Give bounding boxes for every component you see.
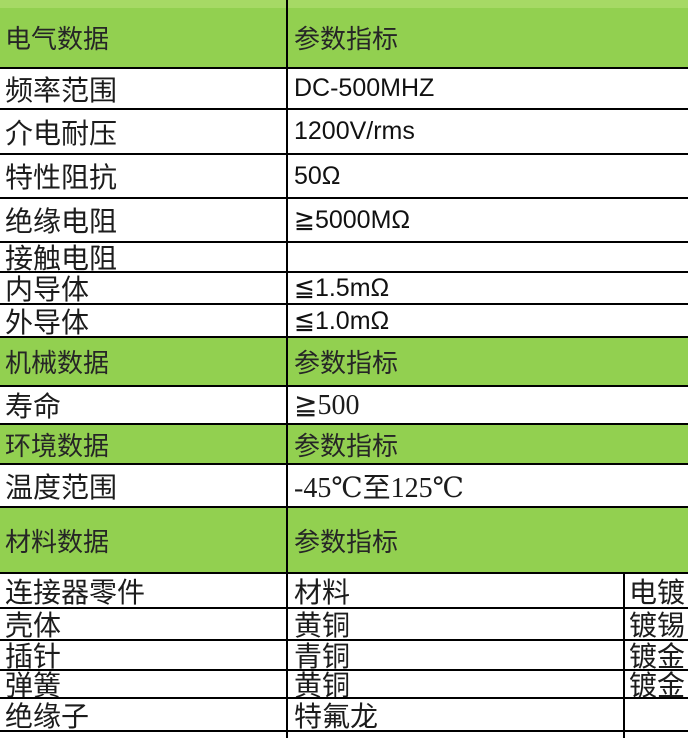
row-shell: 壳体 黄铜 镀锡 bbox=[0, 609, 688, 641]
section-title-cell: 电气数据 bbox=[0, 8, 288, 67]
bottom-strip-cell bbox=[0, 732, 288, 738]
value-cell bbox=[288, 243, 688, 271]
bottom-strip-row bbox=[0, 732, 688, 738]
value-cell: ≧500 bbox=[294, 390, 360, 421]
label-cell: 温度范围 bbox=[0, 465, 288, 506]
row-spring: 弹簧 黄铜 镀金 bbox=[0, 671, 688, 699]
material-cell: 青铜 bbox=[288, 641, 625, 669]
row-dielectric-withstand-voltage: 介电耐压 1200V/rms bbox=[0, 110, 688, 155]
section-title-cell: 环境数据 bbox=[0, 425, 288, 463]
value-cell: DC-500MHZ bbox=[294, 74, 435, 102]
label-cell: 绝缘电阻 bbox=[0, 199, 288, 241]
label-cell: 特性阻抗 bbox=[0, 155, 288, 197]
value-cell: -45℃至125℃ bbox=[294, 472, 464, 504]
section-param-header-cell: 参数指标 bbox=[294, 348, 399, 378]
top-strip-left-cell bbox=[0, 0, 288, 8]
section-row-material: 材料数据 参数指标 bbox=[0, 508, 688, 574]
material-cell: 材料 bbox=[288, 574, 625, 607]
bottom-strip-cell bbox=[288, 732, 625, 738]
value-cell: ≧5000MΩ bbox=[294, 206, 411, 234]
section-row-electrical: 电气数据 参数指标 bbox=[0, 8, 688, 69]
section-row-environment: 环境数据 参数指标 bbox=[0, 425, 688, 465]
row-inner-conductor: 内导体 ≦1.5mΩ bbox=[0, 273, 688, 305]
plating-cell bbox=[625, 699, 688, 730]
material-cell: 黄铜 bbox=[288, 609, 625, 639]
plating-cell: 电镀 bbox=[629, 577, 686, 608]
material-cell: 特氟龙 bbox=[288, 699, 625, 730]
value-cell: 1200V/rms bbox=[294, 117, 415, 145]
value-cell: ≦1.0mΩ bbox=[294, 306, 390, 335]
value-cell: 50Ω bbox=[294, 161, 341, 190]
plating-cell: 镀金 bbox=[629, 642, 686, 669]
label-cell: 连接器零件 bbox=[0, 574, 288, 607]
plating-cell: 镀金 bbox=[629, 671, 686, 697]
top-strip-row bbox=[0, 0, 688, 8]
top-strip-right-cell bbox=[288, 0, 688, 8]
label-cell: 插针 bbox=[0, 641, 288, 669]
value-cell: ≦1.5mΩ bbox=[294, 274, 390, 302]
row-temperature-range: 温度范围 -45℃至125℃ bbox=[0, 465, 688, 508]
row-characteristic-impedance: 特性阻抗 50Ω bbox=[0, 155, 688, 199]
material-cell: 黄铜 bbox=[288, 671, 625, 697]
label-cell: 内导体 bbox=[0, 273, 288, 303]
row-lifetime: 寿命 ≧500 bbox=[0, 387, 688, 425]
row-pin: 插针 青铜 镀金 bbox=[0, 641, 688, 671]
row-connector-part: 连接器零件 材料 电镀 bbox=[0, 574, 688, 609]
label-cell: 寿命 bbox=[0, 387, 288, 423]
label-cell: 外导体 bbox=[0, 305, 288, 336]
row-insulation-resistance: 绝缘电阻 ≧5000MΩ bbox=[0, 199, 688, 243]
section-param-header-cell: 参数指标 bbox=[294, 24, 399, 54]
row-frequency-range: 频率范围 DC-500MHZ bbox=[0, 69, 688, 110]
label-cell: 绝缘子 bbox=[0, 699, 288, 730]
plating-cell: 镀锡 bbox=[629, 611, 686, 639]
label-cell: 接触电阻 bbox=[0, 243, 288, 271]
bottom-strip-cell bbox=[625, 732, 688, 738]
label-cell: 介电耐压 bbox=[0, 110, 288, 153]
section-title-cell: 机械数据 bbox=[0, 338, 288, 385]
label-cell: 弹簧 bbox=[0, 671, 288, 697]
section-row-mechanical: 机械数据 参数指标 bbox=[0, 338, 688, 387]
row-contact-resistance: 接触电阻 bbox=[0, 243, 688, 273]
row-outer-conductor: 外导体 ≦1.0mΩ bbox=[0, 305, 688, 338]
label-cell: 壳体 bbox=[0, 609, 288, 639]
label-cell: 频率范围 bbox=[0, 69, 288, 108]
section-param-header-cell: 参数指标 bbox=[294, 526, 399, 557]
section-title-cell: 材料数据 bbox=[0, 508, 288, 572]
section-param-header-cell: 参数指标 bbox=[294, 430, 399, 461]
row-insulator: 绝缘子 特氟龙 bbox=[0, 699, 688, 732]
